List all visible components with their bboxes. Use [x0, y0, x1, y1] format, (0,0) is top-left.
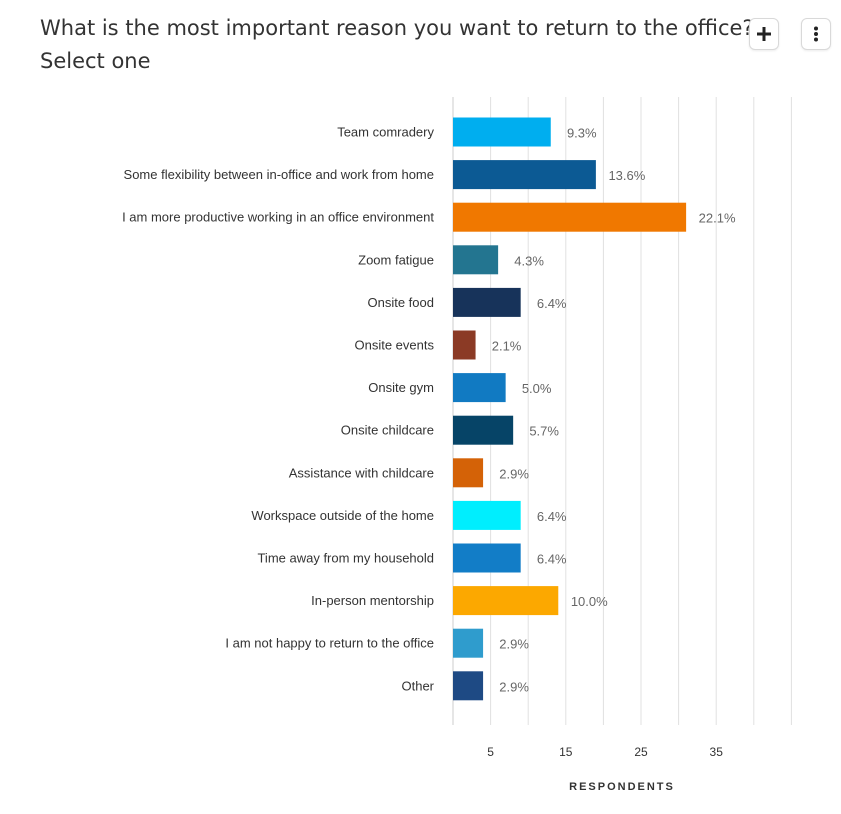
- data-label: 5.0%: [522, 381, 552, 396]
- bar: [453, 500, 521, 530]
- add-button[interactable]: [749, 18, 779, 50]
- bar: [453, 245, 499, 275]
- x-tick-label: 15: [559, 745, 573, 759]
- category-label: Team comradery: [337, 125, 434, 140]
- data-label: 6.4%: [537, 296, 567, 311]
- question-header: What is the most important reason you wa…: [40, 12, 754, 78]
- category-label: Onsite food: [368, 295, 435, 310]
- data-label: 4.3%: [514, 253, 544, 268]
- x-tick-label: 25: [634, 745, 648, 759]
- question-title: What is the most important reason you wa…: [40, 16, 754, 40]
- category-label: Assistance with childcare: [289, 465, 434, 480]
- more-options-button[interactable]: [801, 18, 831, 50]
- bar: [453, 160, 596, 190]
- data-label: 2.9%: [499, 637, 529, 652]
- bar: [453, 543, 521, 573]
- bar: [453, 287, 521, 317]
- data-label: 22.1%: [699, 211, 736, 226]
- category-label: Workspace outside of the home: [251, 508, 434, 523]
- category-label: Zoom fatigue: [358, 252, 434, 267]
- category-label: In-person mentorship: [311, 593, 434, 608]
- bar: [453, 586, 559, 616]
- data-label: 13.6%: [608, 168, 645, 183]
- category-label: Onsite gym: [368, 380, 434, 395]
- bar: [453, 202, 687, 232]
- bar: [453, 458, 484, 488]
- data-label: 6.4%: [537, 509, 567, 524]
- data-label: 10.0%: [571, 594, 608, 609]
- category-label: Onsite childcare: [341, 423, 434, 438]
- data-label: 2.9%: [499, 466, 529, 481]
- bar: [453, 117, 551, 147]
- data-label: 6.4%: [537, 552, 567, 567]
- bar: [453, 373, 506, 403]
- more-vertical-icon: [813, 26, 819, 42]
- x-tick-label: 5: [487, 745, 494, 759]
- data-label: 2.9%: [499, 679, 529, 694]
- plus-icon: [757, 27, 771, 41]
- category-label: Some flexibility between in-office and w…: [124, 167, 434, 182]
- data-label: 9.3%: [567, 126, 597, 141]
- category-label: Onsite events: [355, 338, 435, 353]
- x-axis-title: RESPONDENTS: [569, 781, 675, 793]
- bar: [453, 628, 484, 658]
- bar: [453, 330, 476, 360]
- data-label: 2.1%: [492, 339, 522, 354]
- bar: [453, 415, 514, 445]
- category-label: I am not happy to return to the office: [225, 636, 434, 651]
- category-label: Time away from my household: [257, 551, 434, 566]
- x-tick-label: 35: [710, 745, 724, 759]
- data-label: 5.7%: [529, 424, 559, 439]
- category-label: Other: [401, 678, 434, 693]
- question-instruction: Select one: [40, 49, 151, 73]
- bar: [453, 671, 484, 701]
- category-label: I am more productive working in an offic…: [122, 210, 434, 225]
